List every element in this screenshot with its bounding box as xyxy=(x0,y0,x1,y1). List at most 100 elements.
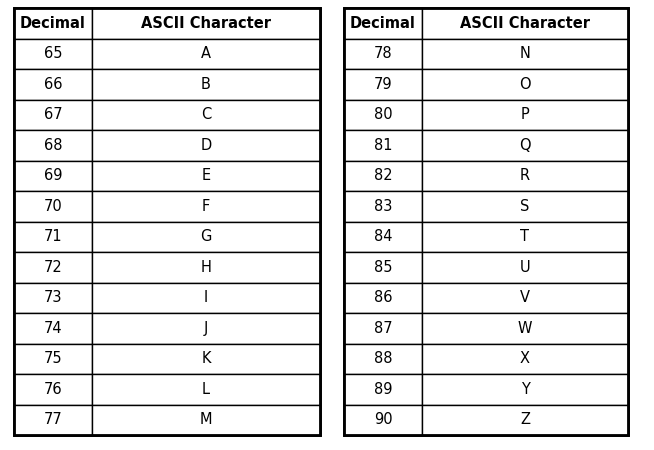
Text: Decimal: Decimal xyxy=(350,16,416,31)
Text: 79: 79 xyxy=(373,77,392,92)
Bar xyxy=(344,8,422,39)
Text: 71: 71 xyxy=(44,229,62,244)
Bar xyxy=(422,8,628,39)
Bar xyxy=(422,221,628,252)
Bar xyxy=(14,99,92,130)
Bar xyxy=(14,39,92,69)
Text: X: X xyxy=(520,351,530,366)
Bar xyxy=(92,343,320,374)
Bar xyxy=(14,191,92,221)
Bar xyxy=(422,343,628,374)
Text: 86: 86 xyxy=(373,290,392,305)
Bar xyxy=(422,313,628,343)
Bar xyxy=(344,8,628,435)
Bar xyxy=(14,161,92,191)
Bar xyxy=(422,69,628,99)
Text: M: M xyxy=(199,412,213,427)
Bar xyxy=(344,39,422,69)
Bar xyxy=(422,161,628,191)
Text: N: N xyxy=(519,46,530,61)
Bar xyxy=(92,283,320,313)
Text: 76: 76 xyxy=(44,382,62,397)
Text: W: W xyxy=(518,321,532,336)
Text: 66: 66 xyxy=(44,77,62,92)
Bar xyxy=(14,130,92,161)
Text: 84: 84 xyxy=(373,229,392,244)
Bar xyxy=(92,252,320,283)
Bar xyxy=(344,283,422,313)
Text: I: I xyxy=(204,290,208,305)
Bar xyxy=(422,283,628,313)
Bar xyxy=(14,8,320,435)
Text: H: H xyxy=(201,260,211,275)
Bar xyxy=(92,130,320,161)
Bar xyxy=(344,130,422,161)
Text: F: F xyxy=(202,199,210,214)
Text: 74: 74 xyxy=(44,321,62,336)
Bar xyxy=(344,99,422,130)
Text: 87: 87 xyxy=(373,321,392,336)
Bar xyxy=(344,8,628,435)
Text: 69: 69 xyxy=(44,168,62,183)
Text: 80: 80 xyxy=(373,107,392,122)
Bar xyxy=(92,191,320,221)
Text: O: O xyxy=(519,77,531,92)
Text: 90: 90 xyxy=(373,412,392,427)
Bar xyxy=(92,405,320,435)
Bar xyxy=(14,283,92,313)
Text: 70: 70 xyxy=(44,199,62,214)
Text: 73: 73 xyxy=(44,290,62,305)
Text: 83: 83 xyxy=(374,199,392,214)
Bar xyxy=(344,343,422,374)
Bar xyxy=(422,374,628,405)
Bar xyxy=(422,405,628,435)
Text: ASCII Character: ASCII Character xyxy=(460,16,590,31)
Bar xyxy=(344,161,422,191)
Text: V: V xyxy=(520,290,530,305)
Text: G: G xyxy=(200,229,212,244)
Bar xyxy=(92,161,320,191)
Text: 77: 77 xyxy=(44,412,62,427)
Text: 82: 82 xyxy=(373,168,392,183)
Bar xyxy=(344,69,422,99)
Bar xyxy=(92,99,320,130)
Bar xyxy=(14,8,92,39)
Text: 85: 85 xyxy=(373,260,392,275)
Bar xyxy=(92,69,320,99)
Text: 78: 78 xyxy=(373,46,392,61)
Bar xyxy=(14,69,92,99)
Text: T: T xyxy=(521,229,530,244)
Text: S: S xyxy=(521,199,530,214)
Bar xyxy=(92,221,320,252)
Text: Decimal: Decimal xyxy=(20,16,86,31)
Text: 88: 88 xyxy=(373,351,392,366)
Bar xyxy=(422,99,628,130)
Bar xyxy=(14,221,92,252)
Text: C: C xyxy=(201,107,211,122)
Bar xyxy=(344,374,422,405)
Text: 72: 72 xyxy=(44,260,62,275)
Text: D: D xyxy=(200,138,212,153)
Text: 68: 68 xyxy=(44,138,62,153)
Bar xyxy=(344,252,422,283)
Text: K: K xyxy=(201,351,211,366)
Text: ASCII Character: ASCII Character xyxy=(141,16,271,31)
Text: J: J xyxy=(204,321,208,336)
Bar xyxy=(422,130,628,161)
Bar xyxy=(422,39,628,69)
Text: P: P xyxy=(521,107,529,122)
Bar xyxy=(14,8,320,435)
Text: Q: Q xyxy=(519,138,531,153)
Bar xyxy=(92,313,320,343)
Text: E: E xyxy=(201,168,211,183)
Text: 75: 75 xyxy=(44,351,62,366)
Bar xyxy=(344,221,422,252)
Bar xyxy=(92,374,320,405)
Bar xyxy=(92,39,320,69)
Bar xyxy=(14,313,92,343)
Text: 65: 65 xyxy=(44,46,62,61)
Text: 89: 89 xyxy=(373,382,392,397)
Bar xyxy=(422,191,628,221)
Text: 67: 67 xyxy=(44,107,62,122)
Bar xyxy=(14,252,92,283)
